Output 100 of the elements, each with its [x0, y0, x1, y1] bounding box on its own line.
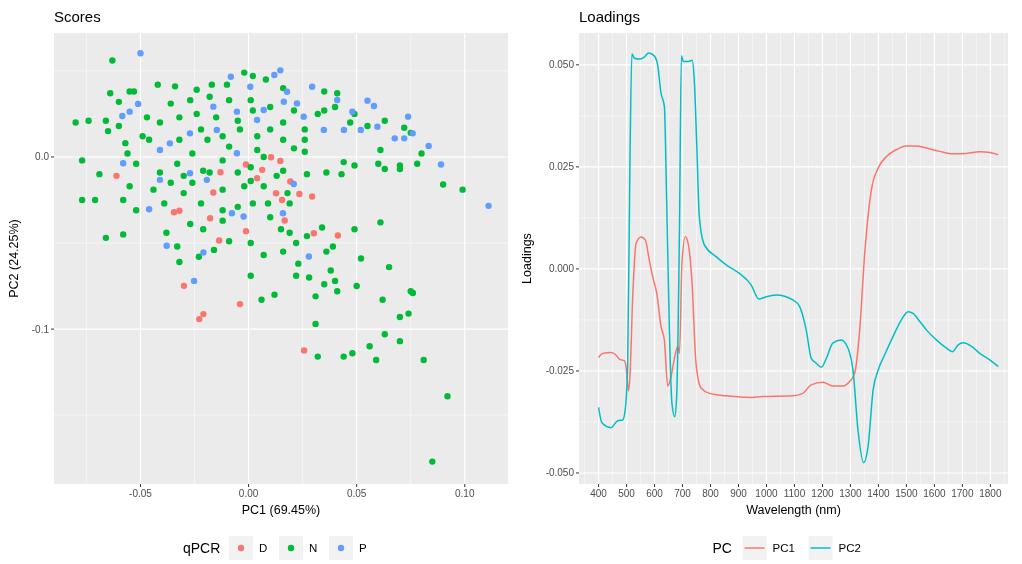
- x-tick-label: 1700: [951, 488, 974, 499]
- point: [278, 196, 286, 204]
- chart-title: Loadings: [579, 8, 640, 25]
- x-tick-label: 1000: [755, 488, 779, 499]
- point: [296, 190, 303, 198]
- point: [126, 108, 133, 115]
- point: [113, 172, 120, 180]
- point: [308, 83, 316, 90]
- x-tick-label: 900: [730, 488, 748, 499]
- point: [334, 96, 341, 104]
- point: [260, 106, 267, 114]
- x-tick-label: 1400: [867, 488, 890, 499]
- point: [277, 157, 284, 165]
- point: [190, 277, 198, 285]
- point: [156, 146, 164, 154]
- point: [258, 166, 266, 174]
- point: [176, 207, 183, 215]
- x-tick-label: 1500: [895, 488, 918, 499]
- x-tick-label: 0.00: [238, 488, 259, 499]
- point: [233, 108, 241, 115]
- point: [272, 190, 280, 197]
- point: [137, 50, 144, 57]
- point: [253, 175, 261, 182]
- point: [134, 100, 142, 108]
- point: [391, 135, 398, 142]
- point: [281, 217, 288, 224]
- point: [253, 116, 261, 124]
- point: [370, 102, 378, 110]
- point: [166, 140, 174, 147]
- x-tick-label: 1800: [979, 488, 1002, 499]
- x-tick-label: 800: [702, 488, 720, 499]
- point: [215, 237, 223, 244]
- x-tick-label: 600: [646, 488, 664, 499]
- point: [293, 100, 301, 107]
- point: [119, 112, 126, 120]
- y-tick-label: -0.1: [31, 323, 50, 335]
- point: [404, 113, 412, 120]
- y-axis-title: PC2 (24.25%): [7, 219, 21, 298]
- x-tick-label: -0.05: [129, 488, 153, 499]
- point: [217, 169, 224, 176]
- point: [374, 123, 381, 130]
- y-tick-label: 0.0: [35, 151, 50, 163]
- line-series: [597, 52, 999, 464]
- point: [228, 210, 236, 217]
- point: [210, 189, 217, 196]
- x-tick-label: 1300: [839, 488, 863, 499]
- x-tick-label: 0.10: [455, 488, 475, 499]
- point: [180, 282, 188, 290]
- point: [206, 215, 214, 222]
- point: [485, 202, 492, 210]
- point: [213, 126, 220, 134]
- point: [401, 135, 408, 142]
- point: [437, 161, 445, 168]
- x-tick-label: 500: [618, 488, 636, 499]
- legend-label: D: [259, 542, 268, 555]
- point: [267, 154, 275, 161]
- x-tick-label: 1600: [923, 488, 946, 499]
- point: [340, 126, 348, 134]
- y-tick-label: 0.050: [548, 59, 575, 71]
- x-tick-label: 0.05: [346, 488, 367, 499]
- point: [200, 310, 207, 318]
- point: [279, 210, 287, 217]
- point: [240, 213, 247, 220]
- point: [163, 242, 170, 249]
- legend-title: PC: [712, 539, 732, 556]
- legend-label: PC1: [772, 542, 795, 555]
- point: [334, 232, 342, 239]
- point: [242, 227, 250, 235]
- point: [425, 142, 432, 150]
- point: [145, 206, 153, 213]
- point: [242, 161, 250, 168]
- point: [364, 97, 371, 104]
- point: [277, 67, 284, 74]
- point: [156, 176, 164, 184]
- point: [300, 113, 307, 120]
- x-tick-label: 1200: [811, 488, 835, 499]
- point: [210, 103, 217, 110]
- y-tick-label: 0.000: [548, 263, 575, 275]
- point: [233, 150, 241, 157]
- y-tick-label: -0.050: [545, 467, 575, 479]
- point: [320, 126, 328, 134]
- point: [305, 253, 313, 260]
- legend-title: qPCR: [183, 539, 221, 556]
- point: [236, 300, 244, 308]
- point: [280, 98, 288, 105]
- point: [283, 88, 291, 95]
- point: [186, 130, 194, 137]
- x-tick-label: 1100: [783, 488, 806, 499]
- point: [357, 126, 364, 134]
- point: [247, 83, 254, 90]
- point: [271, 71, 278, 79]
- x-tick-label: 700: [674, 488, 692, 499]
- line-series: [597, 145, 999, 399]
- legend-label: P: [359, 542, 367, 555]
- y-tick-label: -0.025: [545, 365, 575, 377]
- legend-label: N: [309, 542, 318, 555]
- point: [300, 347, 308, 354]
- point: [203, 176, 211, 184]
- legend-label: PC2: [838, 542, 861, 555]
- point: [119, 160, 127, 167]
